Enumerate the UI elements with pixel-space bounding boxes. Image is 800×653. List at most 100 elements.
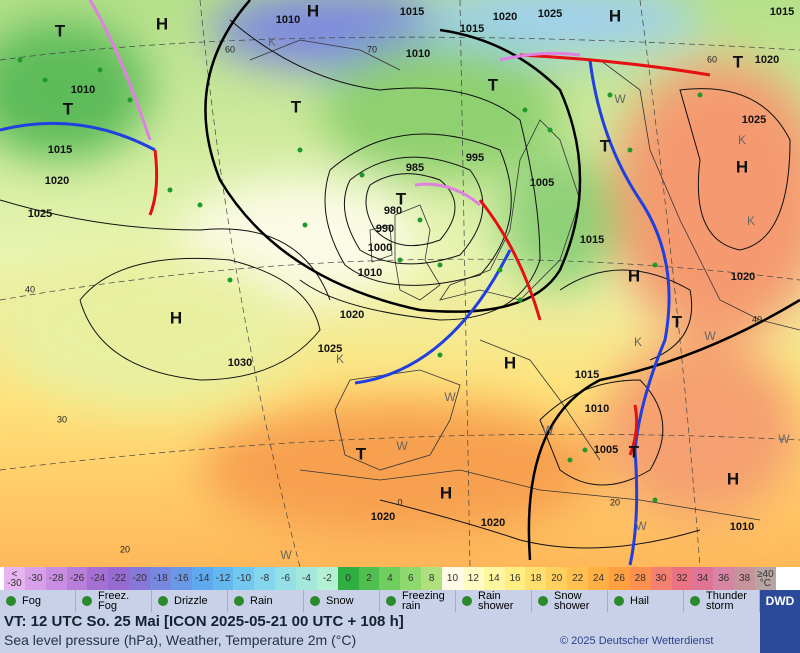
legend-entry: Hail — [608, 590, 684, 612]
pressure-system: H — [170, 308, 182, 327]
weather-symbol — [397, 257, 403, 263]
air-mass-label: K — [634, 335, 642, 349]
scale-cell: -14 — [191, 567, 213, 590]
pressure-label: 1010 — [406, 48, 430, 60]
isotherm-label: 20 — [610, 497, 620, 507]
legend-entry: Rain shower — [456, 590, 532, 612]
pressure-label: 1015 — [575, 369, 599, 381]
isotherm-label: 60 — [707, 54, 717, 64]
pressure-label: 1010 — [730, 521, 754, 533]
pressure-label: 1020 — [755, 54, 779, 66]
temperature-scale: < -30 -30 -28 -26 -24 -22 -20 -18 -16 -14 -12 -10 -8… — [4, 567, 776, 590]
isotherm-label: 70 — [367, 44, 377, 54]
weather-symbol — [547, 127, 553, 133]
weather-symbol — [652, 262, 658, 268]
isotherm-label: 30 — [57, 414, 67, 424]
scale-cell: -30 — [24, 567, 46, 590]
pressure-label: 1010 — [358, 267, 382, 279]
scale-cell: 28 — [629, 567, 651, 590]
weather-symbol — [697, 92, 703, 98]
air-mass-label: W — [280, 548, 292, 562]
pressure-system: T — [396, 189, 407, 208]
weather-symbol — [297, 147, 303, 153]
scale-cell: -6 — [275, 567, 297, 590]
weather-symbol — [167, 187, 173, 193]
pressure-label: 995 — [466, 152, 484, 164]
weather-symbol — [359, 172, 365, 178]
air-mass-label: W — [614, 92, 626, 106]
pressure-label: 985 — [406, 162, 424, 174]
air-mass-label: K — [738, 133, 746, 147]
air-mass-label: W — [704, 329, 716, 343]
scale-cell: 16 — [504, 567, 526, 590]
pressure-system: H — [504, 353, 516, 372]
pressure-system: T — [733, 52, 744, 71]
pressure-label: 1025 — [538, 8, 562, 20]
pressure-label: 1015 — [400, 6, 424, 18]
pressure-system: T — [488, 75, 499, 94]
scale-cell: 12 — [462, 567, 484, 590]
pressure-label: 1005 — [530, 177, 554, 189]
weather-symbol — [17, 57, 23, 63]
scale-cell: -2 — [316, 567, 338, 590]
pressure-system: T — [55, 21, 66, 40]
isobars — [0, 19, 791, 549]
isotherm-label: 0 — [397, 497, 402, 507]
legend-entry: Snow shower — [532, 590, 608, 612]
valid-time: VT: 12 UTC So. 25 Mai [ICON 2025-05-21 0… — [4, 613, 404, 630]
weather-symbol — [607, 92, 613, 98]
weather-symbol — [582, 447, 588, 453]
pressure-label: 1020 — [340, 309, 364, 321]
weather-symbol — [517, 297, 523, 303]
pressure-label: 1025 — [742, 114, 766, 126]
air-mass-label: W — [542, 423, 554, 437]
scale-cell: 34 — [692, 567, 714, 590]
pressure-system: H — [440, 483, 452, 502]
weather-symbol — [417, 217, 423, 223]
pressure-system: T — [672, 312, 683, 331]
pressure-label: 980 — [384, 205, 402, 217]
weather-symbol — [652, 497, 658, 503]
temperature-blobs — [0, 0, 800, 540]
main-isobars — [204, 0, 800, 561]
pressure-system: H — [736, 157, 748, 176]
weather-symbol — [97, 67, 103, 73]
pressure-label: 1025 — [318, 343, 342, 355]
scale-cell: -16 — [170, 567, 192, 590]
scale-cell: -8 — [254, 567, 276, 590]
scale-cell: -4 — [296, 567, 317, 590]
scale-cell: -24 — [87, 567, 109, 590]
scale-cell: 2 — [358, 567, 380, 590]
pressure-system: T — [63, 99, 74, 118]
scale-cell: -22 — [108, 567, 130, 590]
weather-symbol — [197, 202, 203, 208]
legend-entry: Drizzle — [152, 590, 228, 612]
isotherm-label: 20 — [120, 544, 130, 554]
pressure-label: 1020 — [493, 11, 517, 23]
weather-symbol — [227, 277, 233, 283]
scale-cell: -10 — [233, 567, 255, 590]
scale-cell: 6 — [400, 567, 422, 590]
air-mass-label: K — [336, 352, 344, 366]
scale-cell: 18 — [525, 567, 547, 590]
weather-symbol — [302, 222, 308, 228]
scale-cell: 0 — [337, 567, 359, 590]
air-mass-label: W — [396, 439, 408, 453]
labels: 1010 1015 1020 1025 1015 1015 1010 1020 1010 1015… — [17, 1, 794, 562]
pressure-label: 1020 — [481, 517, 505, 529]
air-mass-label: W — [444, 390, 456, 404]
pressure-label: 1010 — [276, 14, 300, 26]
scale-cell: 26 — [608, 567, 630, 590]
scale-cell: 4 — [379, 567, 401, 590]
air-mass-label: K — [268, 35, 276, 49]
pressure-system: T — [291, 97, 302, 116]
isotherm-label: 40 — [752, 314, 762, 324]
pressure-label: 1015 — [48, 144, 72, 156]
isotherm-label: 60 — [225, 44, 235, 54]
dwd-logo: DWD — [760, 590, 800, 653]
weather-legend: Fog Freez. Fog Drizzle Rain Snow Freezing rai… — [0, 590, 760, 612]
pressure-label: 1000 — [368, 242, 392, 254]
legend-entry: Rain — [228, 590, 304, 612]
pressure-system: T — [356, 444, 367, 463]
scale-cell: < -30 — [4, 567, 25, 590]
